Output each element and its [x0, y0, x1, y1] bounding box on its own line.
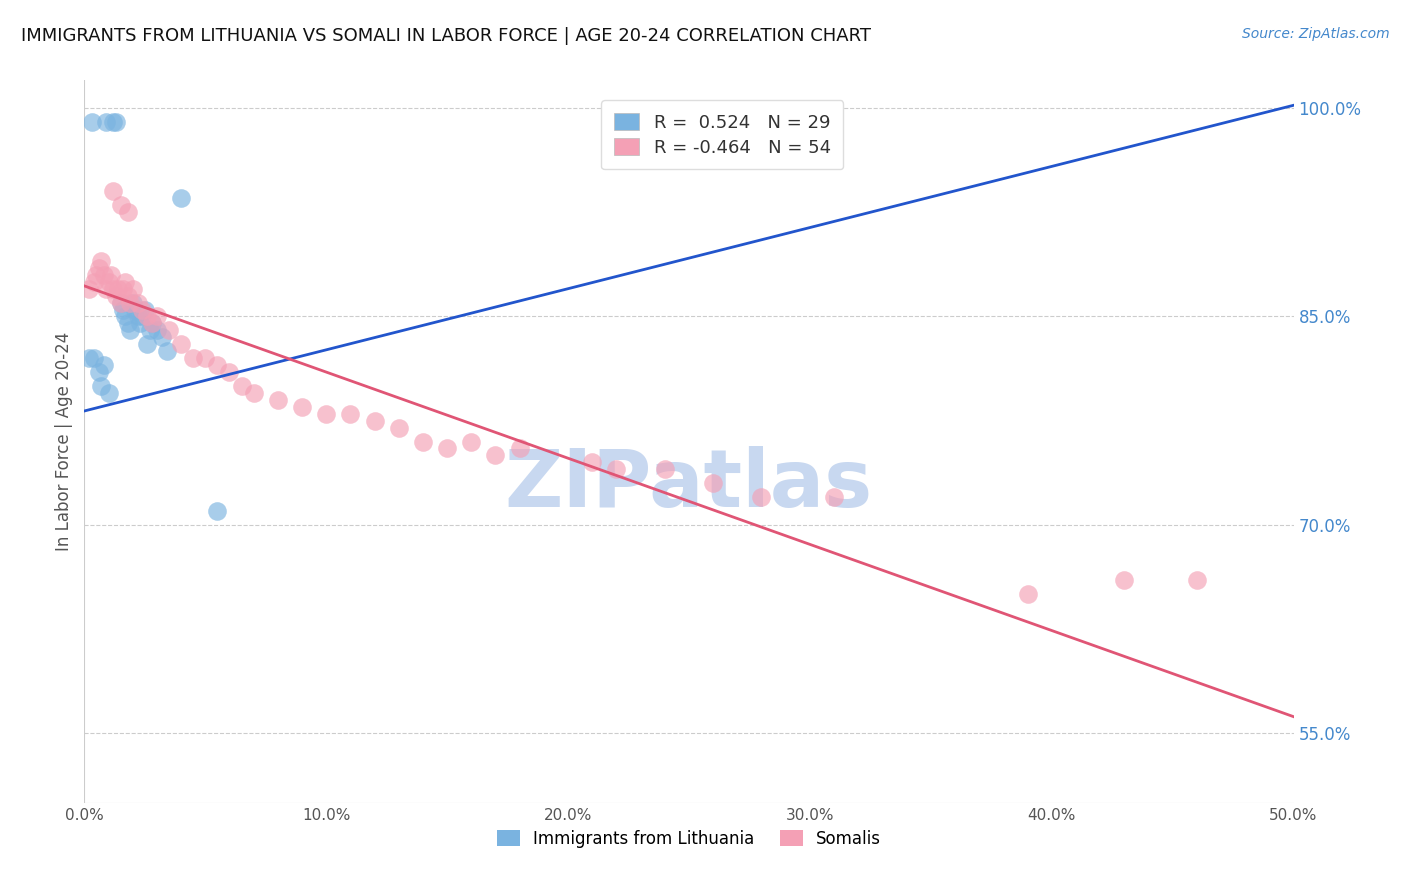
Point	[131, 310, 153, 324]
Point	[581, 455, 603, 469]
Point	[83, 275, 105, 289]
Legend: Immigrants from Lithuania, Somalis: Immigrants from Lithuania, Somalis	[488, 822, 890, 856]
Point	[114, 275, 136, 289]
Point	[124, 302, 146, 317]
Point	[104, 115, 127, 129]
Point	[103, 185, 125, 199]
Point	[242, 385, 264, 400]
Point	[157, 323, 180, 337]
Point	[412, 434, 434, 449]
Point	[1114, 574, 1136, 588]
Point	[315, 407, 337, 421]
Point	[120, 323, 142, 337]
Point	[87, 365, 110, 379]
Point	[194, 351, 217, 366]
Point	[77, 351, 100, 366]
Point	[110, 198, 132, 212]
Point	[141, 317, 163, 331]
Point	[170, 191, 193, 205]
Point	[93, 358, 115, 372]
Point	[702, 476, 724, 491]
Point	[103, 115, 125, 129]
Point	[90, 379, 112, 393]
Point	[129, 317, 152, 331]
Text: Source: ZipAtlas.com: Source: ZipAtlas.com	[1241, 27, 1389, 41]
Point	[751, 490, 773, 504]
Point	[86, 268, 108, 282]
Point	[77, 282, 100, 296]
Point	[120, 295, 142, 310]
Point	[136, 337, 159, 351]
Point	[146, 310, 169, 324]
Point	[155, 344, 177, 359]
Point	[1185, 574, 1208, 588]
Point	[121, 295, 143, 310]
Point	[117, 288, 139, 302]
Point	[231, 379, 253, 393]
Point	[90, 253, 112, 268]
Point	[112, 302, 135, 317]
Point	[436, 442, 458, 456]
Point	[207, 358, 229, 372]
Point	[110, 295, 132, 310]
Point	[141, 317, 163, 331]
Point	[339, 407, 361, 421]
Point	[87, 260, 110, 275]
Point	[97, 385, 120, 400]
Point	[114, 310, 136, 324]
Point	[218, 365, 240, 379]
Point	[80, 115, 103, 129]
Point	[97, 275, 120, 289]
Point	[363, 414, 385, 428]
Point	[150, 330, 173, 344]
Point	[138, 323, 160, 337]
Point	[83, 351, 105, 366]
Point	[94, 115, 117, 129]
Point	[170, 337, 193, 351]
Point	[388, 420, 411, 434]
Point	[484, 449, 506, 463]
Y-axis label: In Labor Force | Age 20-24: In Labor Force | Age 20-24	[55, 332, 73, 551]
Point	[103, 282, 125, 296]
Point	[823, 490, 845, 504]
Point	[127, 295, 149, 310]
Point	[207, 504, 229, 518]
Point	[131, 302, 153, 317]
Text: ZIPatlas: ZIPatlas	[505, 446, 873, 524]
Point	[654, 462, 676, 476]
Point	[127, 310, 149, 324]
Point	[94, 282, 117, 296]
Point	[107, 282, 129, 296]
Point	[605, 462, 627, 476]
Text: IMMIGRANTS FROM LITHUANIA VS SOMALI IN LABOR FORCE | AGE 20-24 CORRELATION CHART: IMMIGRANTS FROM LITHUANIA VS SOMALI IN L…	[21, 27, 872, 45]
Point	[146, 323, 169, 337]
Point	[93, 268, 115, 282]
Point	[136, 310, 159, 324]
Point	[1017, 587, 1039, 601]
Point	[460, 434, 482, 449]
Point	[509, 442, 531, 456]
Point	[112, 282, 135, 296]
Point	[291, 400, 314, 414]
Point	[110, 295, 132, 310]
Point	[181, 351, 204, 366]
Point	[104, 288, 127, 302]
Point	[100, 268, 122, 282]
Point	[134, 302, 156, 317]
Point	[117, 205, 139, 219]
Point	[267, 392, 290, 407]
Point	[121, 282, 143, 296]
Point	[117, 317, 139, 331]
